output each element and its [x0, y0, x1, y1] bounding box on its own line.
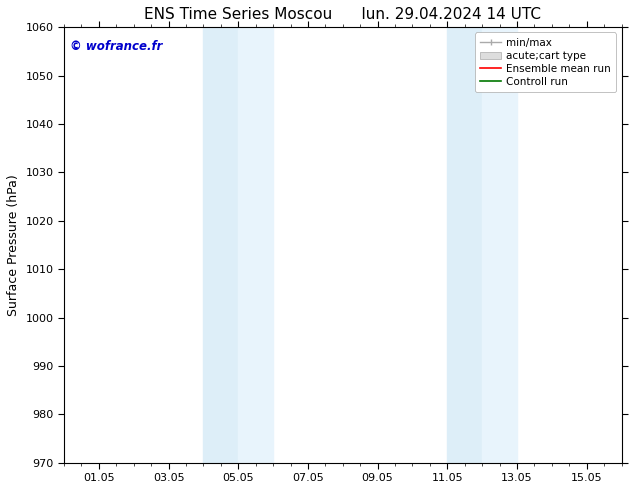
- Legend: min/max, acute;cart type, Ensemble mean run, Controll run: min/max, acute;cart type, Ensemble mean …: [475, 32, 616, 92]
- Bar: [448, 27, 482, 463]
- Title: ENS Time Series Moscou      lun. 29.04.2024 14 UTC: ENS Time Series Moscou lun. 29.04.2024 1…: [145, 7, 541, 22]
- Bar: [204, 27, 238, 463]
- Y-axis label: Surface Pressure (hPa): Surface Pressure (hPa): [7, 174, 20, 316]
- Bar: [482, 27, 517, 463]
- Bar: [238, 27, 273, 463]
- Text: © wofrance.fr: © wofrance.fr: [70, 40, 162, 53]
